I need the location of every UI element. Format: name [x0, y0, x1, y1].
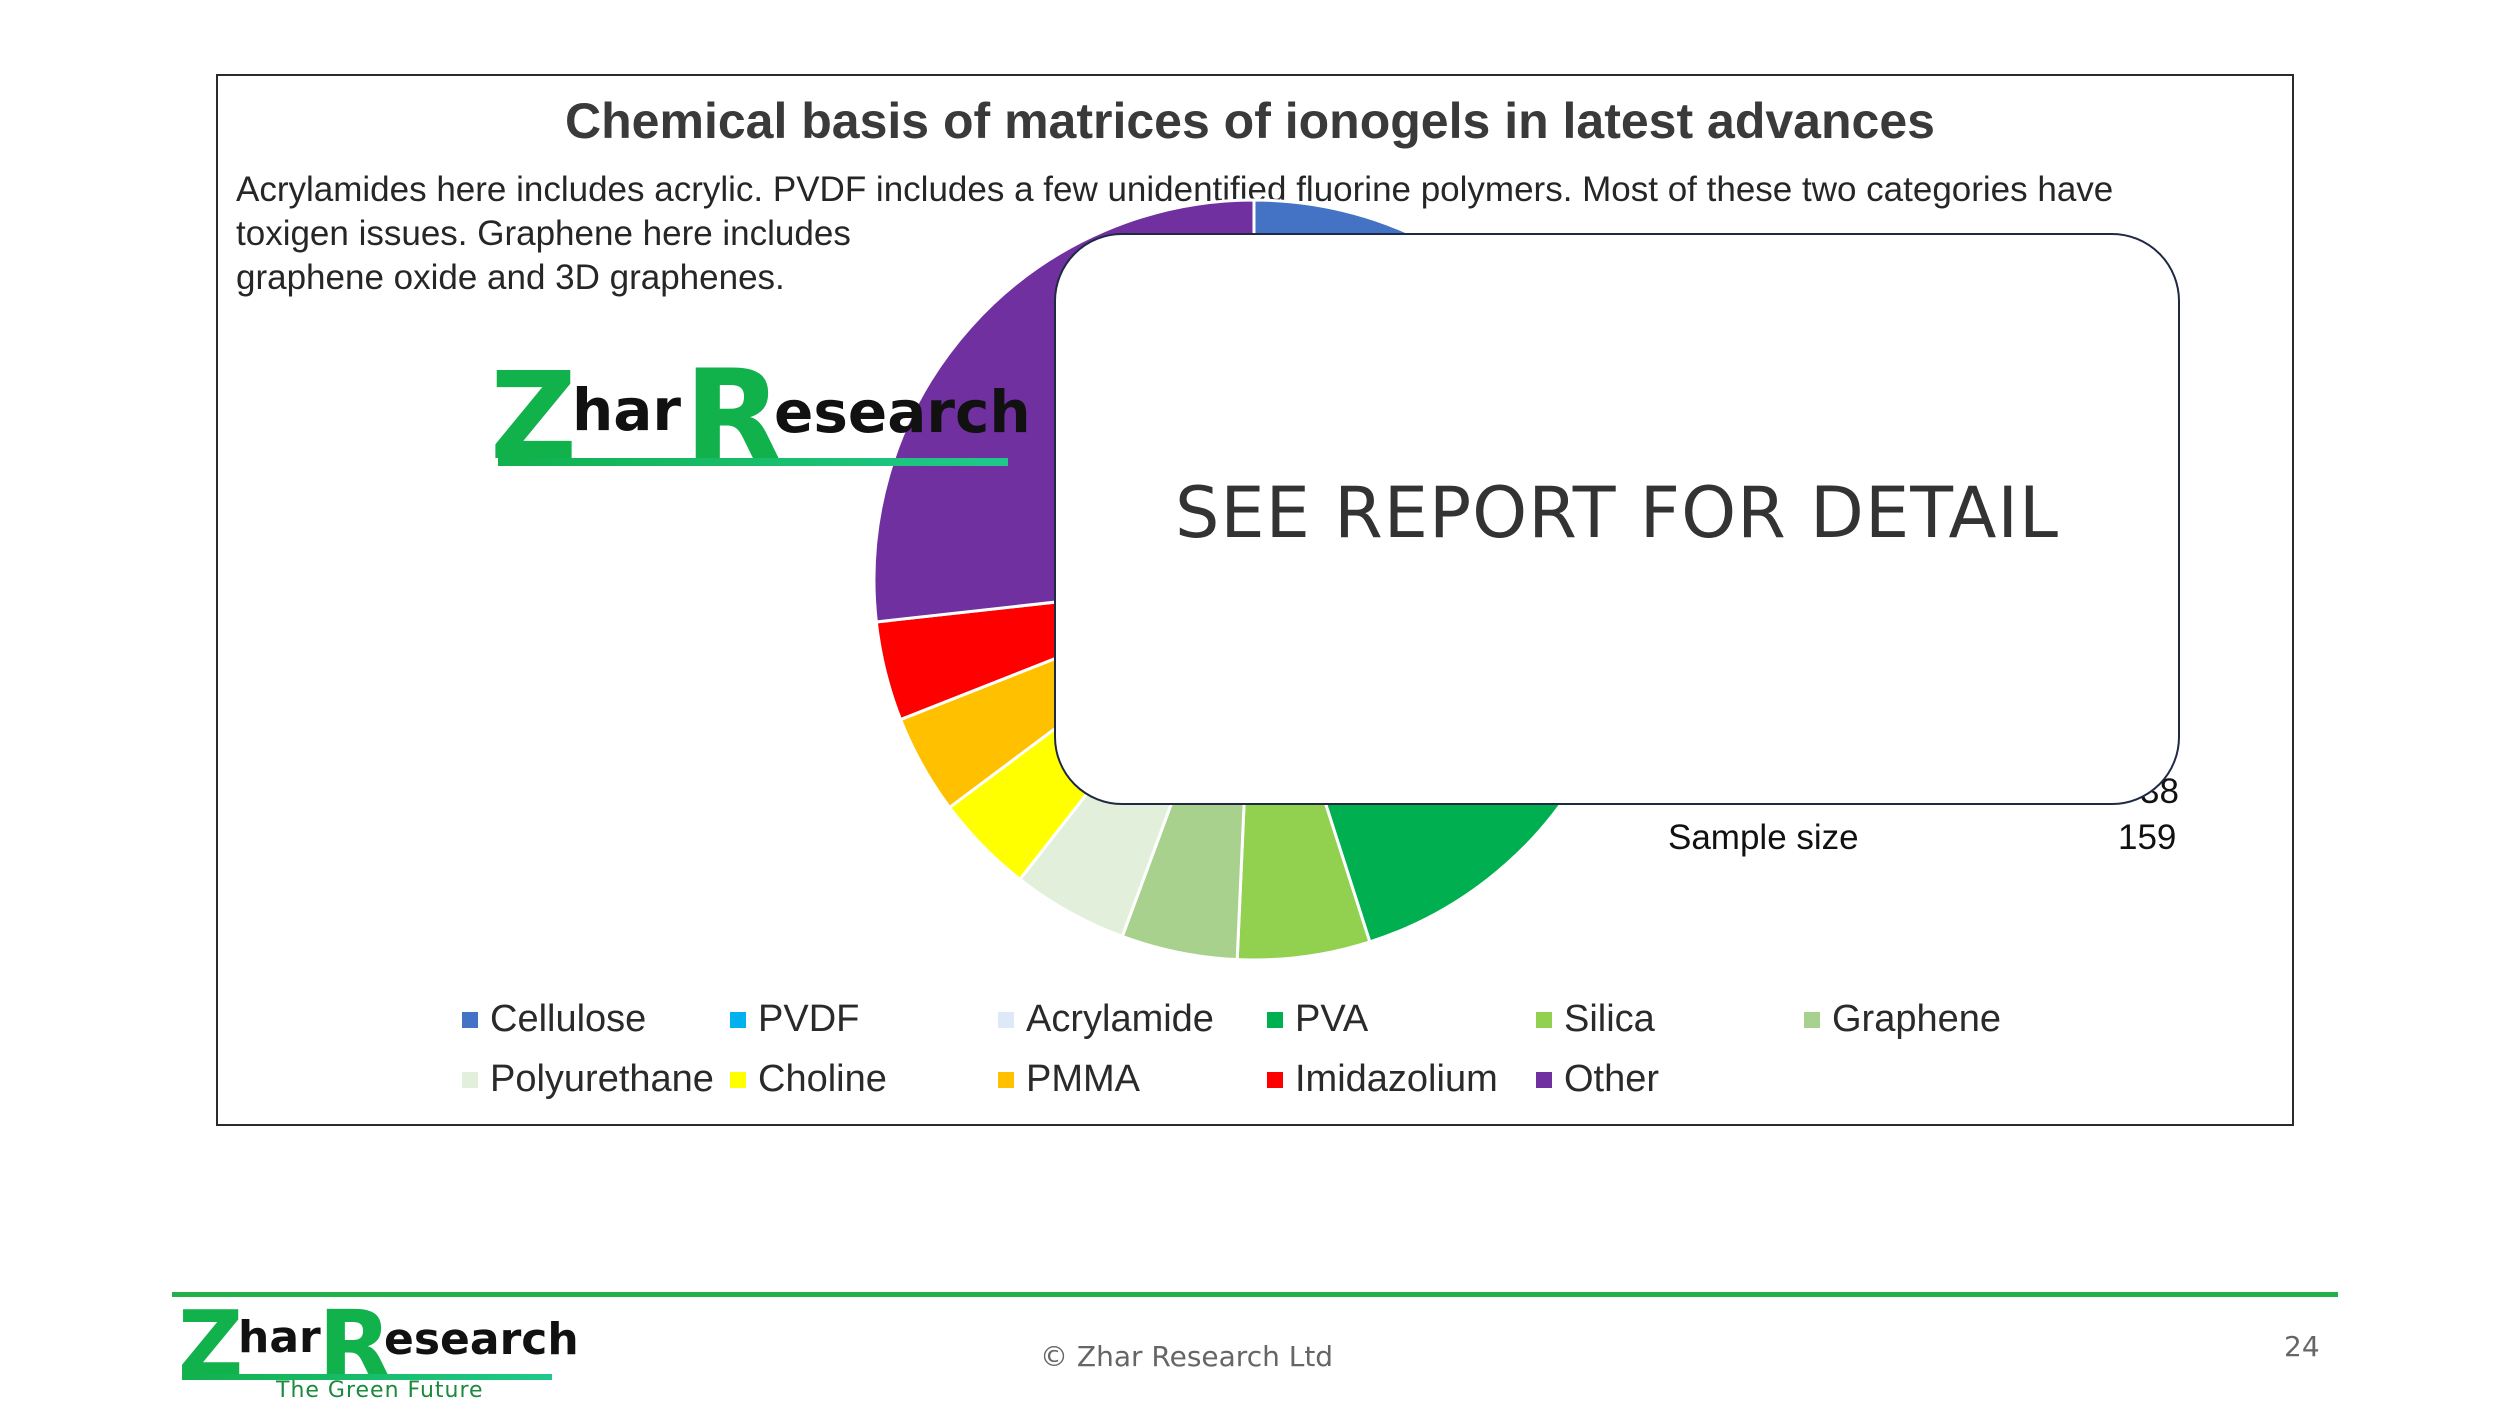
legend-label: PVDF [758, 998, 860, 1040]
legend-item-choline: Choline [730, 1058, 887, 1101]
footer-logo-text-esearch: esearch [384, 1314, 579, 1365]
sample-size-label: Sample size [1668, 818, 1859, 857]
legend-item-pvdf: PVDF [730, 998, 859, 1041]
legend-swatch [1536, 1011, 1552, 1028]
legend-swatch [1267, 1011, 1283, 1028]
legend-label: Graphene [1832, 998, 2002, 1040]
legend-item-imidazolium: Imidazolium [1267, 1058, 1498, 1101]
legend-label: PVA [1295, 998, 1369, 1040]
logo-underline [498, 458, 1008, 466]
legend-item-pva: PVA [1267, 998, 1368, 1041]
legend-item-other: Other [1536, 1058, 1659, 1101]
note-line-1: Acrylamides here includes acrylic. PVDF … [236, 170, 2114, 209]
legend-swatch [998, 1011, 1014, 1028]
legend-item-pmma: PMMA [998, 1058, 1140, 1101]
legend-label: PMMA [1026, 1058, 1140, 1100]
legend-swatch [1804, 1011, 1820, 1028]
legend-swatch [1536, 1071, 1552, 1088]
legend-swatch [730, 1011, 746, 1028]
legend-label: Choline [758, 1058, 887, 1100]
report-overlay-card: SEE REPORT FOR DETAIL [1054, 233, 2180, 805]
legend-swatch [462, 1071, 478, 1088]
legend-swatch [462, 1011, 478, 1028]
note-line-3: graphene oxide and 3D graphenes. [236, 258, 785, 297]
note-line-2: toxigen issues. Graphene here includes [236, 214, 851, 253]
legend-item-silica: Silica [1536, 998, 1655, 1041]
logo-text-har: har [572, 376, 682, 444]
legend-swatch [998, 1071, 1014, 1088]
legend-item-polyurethane: Polyurethane [462, 1058, 714, 1101]
legend-label: Silica [1564, 998, 1655, 1040]
legend-label: Cellulose [490, 998, 647, 1040]
footer-copyright: © Zhar Research Ltd [1040, 1340, 1334, 1373]
page-number: 24 [2284, 1330, 2320, 1363]
logo-letter-z: Z [490, 348, 578, 487]
overlay-text: SEE REPORT FOR DETAIL [1174, 472, 2060, 554]
logo-text-esearch: esearch [774, 378, 1031, 446]
chart-note: Acrylamides here includes acrylic. PVDF … [236, 168, 2113, 300]
legend-label: Acrylamide [1026, 998, 1214, 1040]
sample-size-value: 159 [2118, 818, 2177, 857]
footer-divider [172, 1292, 2338, 1297]
chart-title: Chemical basis of matrices of ionogels i… [565, 93, 1935, 149]
legend-swatch [730, 1071, 746, 1088]
legend-item-acrylamide: Acrylamide [998, 998, 1214, 1041]
legend-label: Imidazolium [1295, 1058, 1498, 1100]
legend-item-graphene: Graphene [1804, 998, 2001, 1041]
footer-logo-text-har: har [238, 1312, 321, 1363]
legend-label: Polyurethane [490, 1058, 714, 1100]
legend-label: Other [1564, 1058, 1660, 1100]
legend-swatch [1267, 1071, 1283, 1088]
footer-tagline: The Green Future [276, 1378, 484, 1403]
legend-item-cellulose: Cellulose [462, 998, 646, 1041]
footer-logo-underline [182, 1374, 552, 1380]
